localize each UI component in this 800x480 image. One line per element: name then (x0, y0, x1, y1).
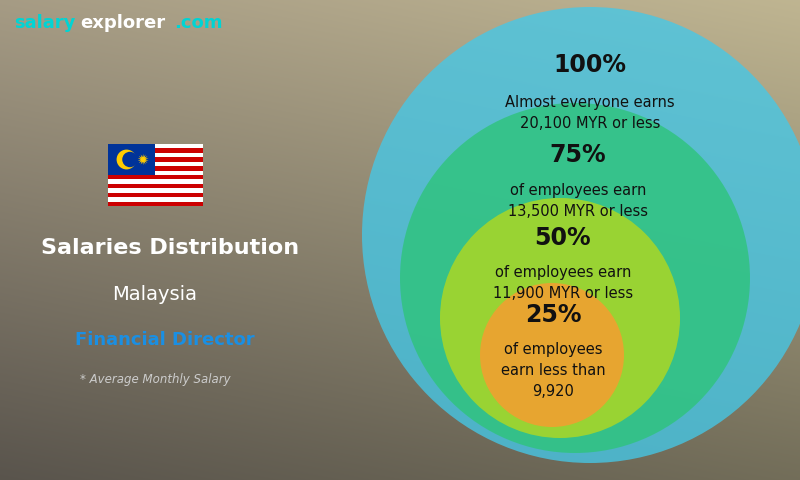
Bar (107, 188, 202, 192)
Text: Salaries Distribution: Salaries Distribution (41, 238, 299, 258)
Circle shape (362, 7, 800, 463)
Text: 50%: 50% (534, 226, 591, 250)
Text: salary: salary (14, 14, 75, 32)
Text: of employees earn
13,500 MYR or less: of employees earn 13,500 MYR or less (508, 183, 648, 219)
Bar (107, 153, 202, 157)
Text: 100%: 100% (554, 53, 626, 77)
Bar (107, 157, 202, 162)
Circle shape (440, 198, 680, 438)
Bar (107, 175, 202, 180)
Text: explorer: explorer (80, 14, 165, 32)
Bar (107, 180, 202, 184)
Bar (107, 202, 202, 206)
Bar (107, 148, 202, 153)
Polygon shape (138, 154, 149, 165)
Circle shape (480, 283, 624, 427)
Circle shape (117, 150, 137, 169)
Text: 75%: 75% (550, 143, 606, 167)
Text: Financial Director: Financial Director (75, 331, 255, 349)
Bar (107, 170, 202, 175)
Bar (107, 144, 155, 175)
Text: Almost everyone earns
20,100 MYR or less: Almost everyone earns 20,100 MYR or less (505, 95, 675, 131)
Text: Malaysia: Malaysia (113, 286, 198, 304)
Bar (107, 192, 202, 197)
Text: .com: .com (174, 14, 222, 32)
Bar (107, 144, 202, 148)
Bar (107, 166, 202, 170)
Text: of employees
earn less than
9,920: of employees earn less than 9,920 (501, 342, 606, 399)
Text: of employees earn
11,900 MYR or less: of employees earn 11,900 MYR or less (493, 265, 633, 301)
Bar (107, 162, 202, 166)
Text: 25%: 25% (525, 303, 582, 327)
Circle shape (400, 103, 750, 453)
Bar (107, 184, 202, 188)
Text: * Average Monthly Salary: * Average Monthly Salary (80, 373, 230, 386)
Circle shape (122, 152, 138, 167)
Bar (107, 197, 202, 202)
